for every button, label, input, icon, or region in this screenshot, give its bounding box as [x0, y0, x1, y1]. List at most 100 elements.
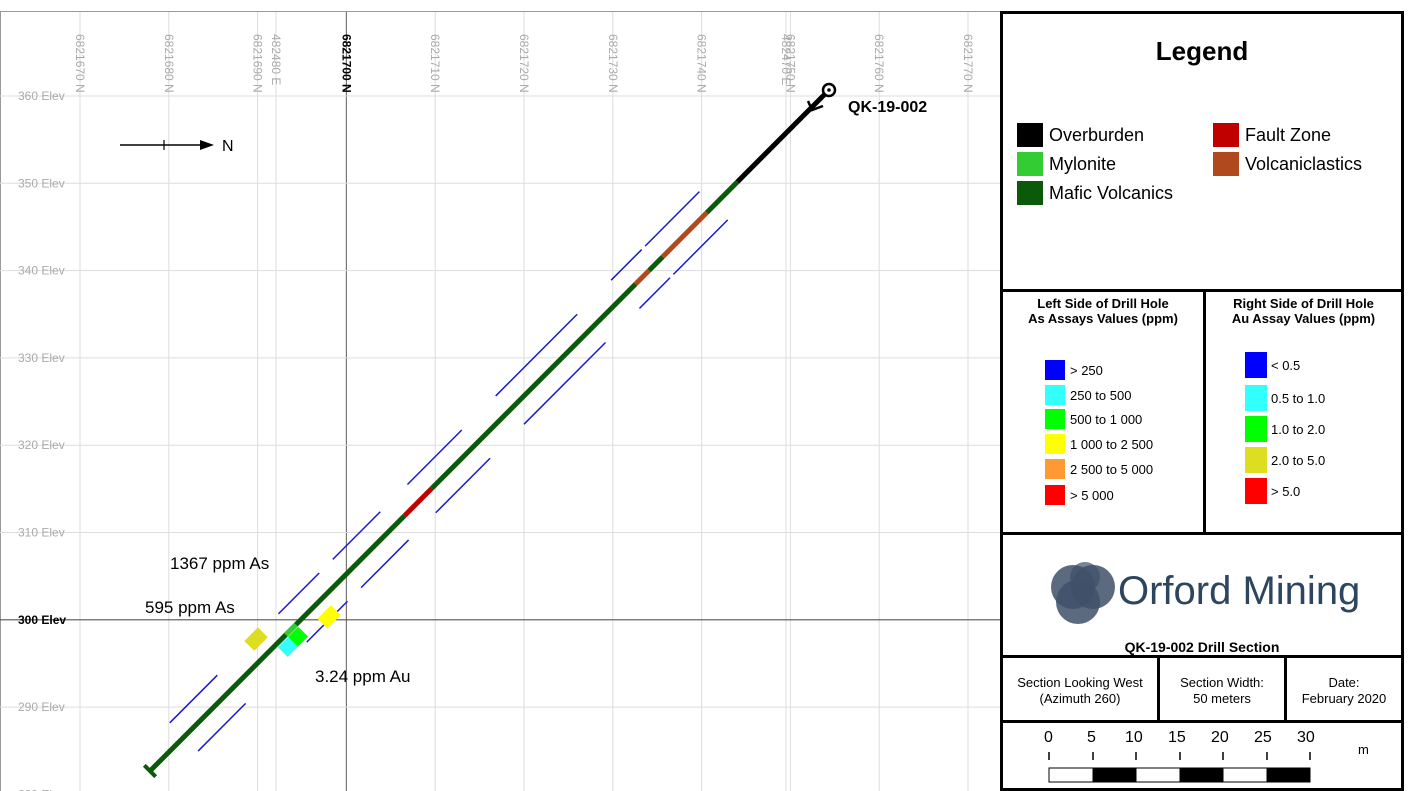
as-assay-interval: [360, 539, 410, 589]
drill-hole-segment: [705, 180, 740, 215]
as-assay-interval: [523, 341, 607, 425]
elevation-label: 300 Elev: [18, 613, 66, 627]
as-assay-label: 250 to 500: [1070, 387, 1132, 403]
au-assay-interval: [610, 249, 643, 281]
au-assay-interval: [169, 674, 218, 724]
au-assay-label: 1.0 to 2.0: [1271, 421, 1326, 437]
as-assay-item: > 5 000: [1045, 485, 1114, 505]
overburden-swatch: [1017, 123, 1043, 147]
drill-hole-segment: [660, 210, 709, 259]
legend-item-label: Volcaniclastics: [1245, 153, 1363, 174]
as-annotation-high: 1367 ppm As: [170, 554, 269, 573]
drill-hole-segment: [284, 622, 298, 637]
legend-title: Legend: [1155, 36, 1249, 66]
au-assay-label: > 5.0: [1271, 483, 1301, 499]
section-direction-line1: Section Looking West: [1017, 675, 1143, 690]
northing-label: 6821770 N: [961, 34, 975, 93]
northing-label: 6821750 N: [783, 34, 797, 93]
northing-label: 6821710 N: [428, 34, 442, 93]
northing-label: 6821720 N: [517, 34, 531, 93]
au-assay-item: 1.0 to 2.0: [1245, 416, 1325, 442]
elevation-label: 280 Elev: [18, 787, 65, 791]
drill-hole-segment: [633, 268, 651, 286]
as-assay-cyan: [277, 636, 298, 658]
northing-label: 6821760 N: [872, 34, 886, 93]
easting-label: 482470 E: [779, 34, 793, 85]
au-annotation: 3.24 ppm Au: [315, 667, 410, 686]
as-swatch-yellow: [1045, 434, 1065, 454]
drill-section-map: 6821670 N 6821680 N 6821690 N 6821700 N 6821…: [0, 11, 1003, 791]
info-width-cell: Section Width: 50 meters: [1157, 655, 1287, 723]
as-assay-item: 500 to 1 000: [1045, 409, 1142, 429]
elevation-label: 340 Elev: [18, 264, 65, 278]
easting-label: 482480 E: [269, 34, 283, 85]
as-assay-item: 2 500 to 5 000: [1045, 459, 1153, 479]
scale-bar-panel: 0 5 10 15 20 25 30 m: [1000, 720, 1404, 791]
northing-label: 6821740 N: [695, 34, 709, 93]
au-assay-heading: Right Side of Drill Hole Au Assay Values…: [1206, 296, 1401, 326]
scale-unit-label: m: [1358, 742, 1369, 757]
elevation-label: 360 Elev: [18, 89, 65, 103]
grid-lines: [0, 11, 1003, 791]
as-assay-interval: [197, 702, 247, 752]
section-width-line1: Section Width:: [1180, 675, 1264, 690]
legend-item-label: Mylonite: [1049, 153, 1117, 174]
mafic-volcanics-swatch: [1017, 181, 1043, 205]
info-date-cell: Date: February 2020: [1284, 655, 1404, 723]
au-assay-heading-line2: Au Assay Values (ppm): [1231, 311, 1376, 326]
as-assay-item: > 250: [1045, 360, 1103, 380]
scale-tick-label: 10: [1125, 729, 1143, 746]
northing-label: 6821670 N: [73, 34, 87, 93]
as-assay-heading-line2: As Assays Values (ppm): [1028, 311, 1178, 326]
au-assay-item: 2.0 to 5.0: [1245, 447, 1325, 473]
as-swatch-cyan: [1045, 385, 1065, 405]
scale-tick-label: 30: [1297, 729, 1315, 746]
section-width-line2: 50 meters: [1193, 691, 1251, 706]
hole-id-label: QK-19-002: [848, 99, 927, 116]
grid-labels: 6821670 N 6821680 N 6821690 N 6821700 N 6821…: [18, 34, 975, 791]
au-swatch-blue: [1245, 352, 1267, 378]
as-assay-595: [287, 626, 309, 647]
as-assay-interval: [672, 219, 729, 275]
mylonite-swatch: [1017, 152, 1043, 176]
drill-hole-segment: [735, 88, 831, 184]
au-assay-legend: Right Side of Drill Hole Au Assay Values…: [1203, 289, 1404, 535]
as-assay-legend: Left Side of Drill Hole As Assays Values…: [1000, 289, 1206, 535]
as-assay-label: 2 500 to 5 000: [1070, 461, 1154, 477]
legend-item-mafic-volcanics: Mafic Volcanics: [1017, 181, 1173, 205]
legend-item-volcaniclastics: Volcaniclastics: [1213, 152, 1362, 176]
volcaniclastics-swatch: [1213, 152, 1239, 176]
drill-hole-segment: [402, 486, 434, 518]
legend-item-fault-zone: Fault Zone: [1213, 123, 1331, 147]
scale-tick-label: 25: [1254, 729, 1272, 746]
section-width: Section Width: 50 meters: [1160, 675, 1284, 707]
scale-tick-label: 15: [1168, 729, 1186, 746]
as-assay-label: 500 to 1 000: [1070, 411, 1143, 427]
au-swatch-olive: [1245, 447, 1267, 473]
north-label: N: [222, 138, 234, 155]
drill-hole-segment: [647, 255, 665, 273]
elevation-label: 350 Elev: [18, 176, 65, 190]
au-assay-heading-line1: Right Side of Drill Hole: [1233, 296, 1374, 311]
orford-logo-mark: [1051, 562, 1115, 624]
as-assay-interval: [435, 457, 491, 514]
scale-tick-label: 5: [1087, 729, 1096, 746]
as-swatch-orange: [1045, 459, 1065, 479]
northing-label: 6821730 N: [606, 34, 620, 93]
as-swatch-blue: [1045, 360, 1065, 380]
drill-collar-center: [827, 88, 831, 92]
scale-tick-label: 20: [1211, 729, 1229, 746]
as-swatch-green: [1045, 409, 1065, 429]
northing-label: 6821680 N: [162, 34, 176, 93]
as-assay-item: 250 to 500: [1045, 385, 1131, 405]
elevation-label: 330 Elev: [18, 351, 65, 365]
legend-item-label: Mafic Volcanics: [1049, 182, 1174, 203]
au-assay-label: 2.0 to 5.0: [1271, 452, 1326, 468]
as-assay-label: > 250: [1070, 362, 1103, 378]
drill-section-title: QK-19-002 Drill Section: [1124, 639, 1280, 655]
as-assay-heading: Left Side of Drill Hole As Assays Values…: [1003, 296, 1203, 326]
as-assay-item: 1 000 to 2 500: [1045, 434, 1153, 454]
map-frame: [0, 11, 1003, 791]
au-assay-label: 0.5 to 1.0: [1271, 390, 1326, 406]
au-swatch-cyan: [1245, 385, 1267, 411]
